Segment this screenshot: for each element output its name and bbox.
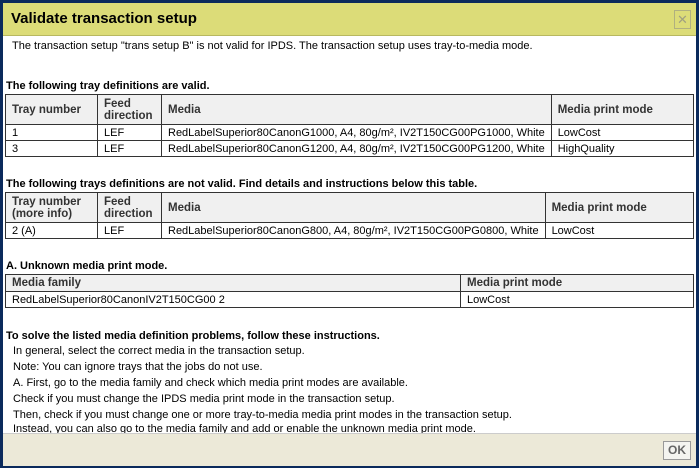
- unknown-heading: A. Unknown media print mode.: [6, 260, 168, 272]
- close-icon[interactable]: ✕: [674, 10, 691, 29]
- cell: LowCost: [460, 291, 694, 308]
- instruction-line: Instead, you can also go to the media fa…: [13, 423, 476, 435]
- col-media: Media: [161, 94, 552, 125]
- table-row: 1 LEF RedLabelSuperior80CanonG1000, A4, …: [5, 124, 695, 141]
- instruction-line: Then, check if you must change one or mo…: [13, 409, 512, 421]
- instruction-line: In general, select the correct media in …: [13, 345, 305, 357]
- unknown-mode-table: Media family Media print mode RedLabelSu…: [5, 274, 694, 308]
- dialog-title: Validate transaction setup: [11, 10, 197, 27]
- table-row: RedLabelSuperior80CanonIV2T150CG00 2 Low…: [5, 291, 694, 308]
- cell: 3: [5, 140, 98, 157]
- cell: RedLabelSuperior80CanonG1200, A4, 80g/m²…: [161, 140, 552, 157]
- intro-text: The transaction setup "trans setup B" is…: [12, 40, 533, 52]
- invalid-trays-table: Tray number (more info) Feed direction M…: [5, 192, 695, 239]
- cell: LEF: [97, 222, 162, 239]
- title-bar: Validate transaction setup ✕: [3, 3, 696, 36]
- instructions-heading: To solve the listed media definition pro…: [6, 330, 380, 342]
- cell: RedLabelSuperior80CanonG1000, A4, 80g/m²…: [161, 124, 552, 141]
- col-feed-direction: Feed direction: [97, 192, 162, 223]
- cell: LEF: [97, 124, 162, 141]
- cell: LowCost: [550, 124, 695, 141]
- cell: 1: [5, 124, 98, 141]
- instruction-line: Note: You can ignore trays that the jobs…: [13, 361, 263, 373]
- dialog-footer: OK: [3, 433, 696, 466]
- table-header: Media family Media print mode: [5, 274, 694, 292]
- col-media: Media: [161, 192, 546, 223]
- col-media-print-mode: Media print mode: [550, 94, 695, 125]
- cell: LowCost: [544, 222, 695, 239]
- table-header: Tray number Feed direction Media Media p…: [5, 94, 695, 125]
- ok-button[interactable]: OK: [663, 441, 691, 460]
- table-row: 3 LEF RedLabelSuperior80CanonG1200, A4, …: [5, 140, 695, 157]
- invalid-heading: The following trays definitions are not …: [6, 178, 478, 190]
- col-tray-number: Tray number (more info): [5, 192, 98, 223]
- cell: LEF: [97, 140, 162, 157]
- cell[interactable]: 2 (A): [5, 222, 98, 239]
- valid-heading: The following tray definitions are valid…: [6, 80, 210, 92]
- col-feed-direction: Feed direction: [97, 94, 162, 125]
- cell: RedLabelSuperior80CanonIV2T150CG00 2: [5, 291, 461, 308]
- col-media-print-mode: Media print mode: [544, 192, 695, 223]
- validate-dialog: Validate transaction setup ✕ The transac…: [3, 3, 696, 466]
- table-header: Tray number (more info) Feed direction M…: [5, 192, 695, 223]
- valid-trays-table: Tray number Feed direction Media Media p…: [5, 94, 695, 157]
- cell: HighQuality: [550, 140, 695, 157]
- col-media-family: Media family: [5, 274, 461, 292]
- cell: RedLabelSuperior80CanonG800, A4, 80g/m²,…: [161, 222, 546, 239]
- col-tray-number: Tray number: [5, 94, 98, 125]
- instruction-line: A. First, go to the media family and che…: [13, 377, 408, 389]
- col-media-print-mode: Media print mode: [460, 274, 694, 292]
- table-row: 2 (A) LEF RedLabelSuperior80CanonG800, A…: [5, 222, 695, 239]
- instruction-line: Check if you must change the IPDS media …: [13, 393, 395, 405]
